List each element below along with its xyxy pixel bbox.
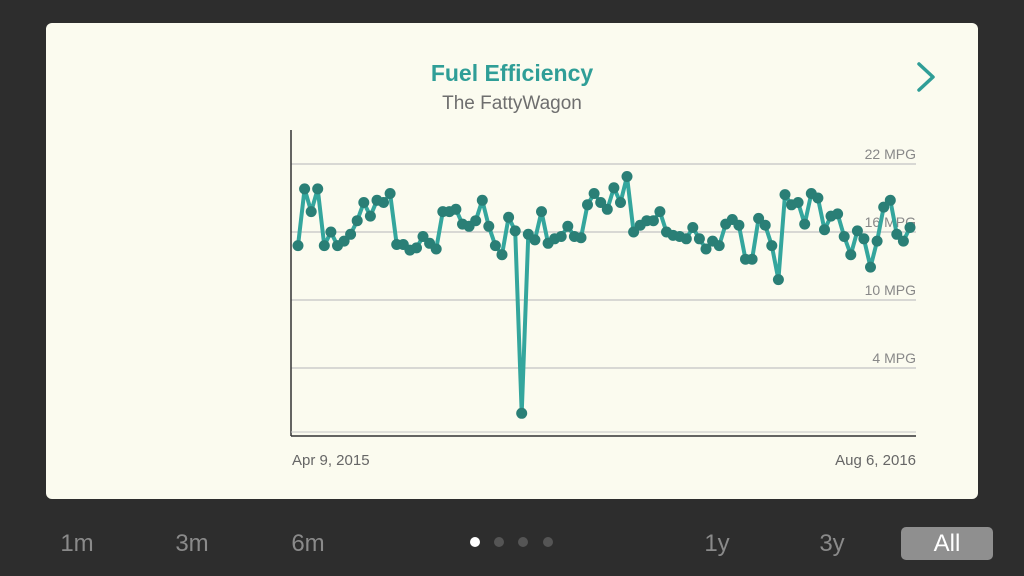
chart-points — [292, 171, 916, 419]
data-point[interactable] — [766, 240, 778, 252]
data-point[interactable] — [476, 194, 488, 206]
data-point[interactable] — [601, 203, 613, 215]
data-point[interactable] — [483, 220, 495, 232]
data-point[interactable] — [897, 235, 909, 247]
data-point[interactable] — [713, 240, 725, 252]
data-point[interactable] — [838, 231, 850, 242]
data-point[interactable] — [693, 233, 705, 245]
data-point[interactable] — [654, 206, 666, 218]
data-point[interactable] — [615, 197, 626, 208]
data-point[interactable] — [575, 232, 587, 244]
data-point[interactable] — [792, 197, 804, 208]
data-point[interactable] — [878, 201, 890, 213]
data-point[interactable] — [621, 171, 633, 182]
data-point[interactable] — [430, 243, 442, 255]
data-point[interactable] — [700, 243, 712, 255]
data-point[interactable] — [292, 240, 304, 252]
data-point[interactable] — [588, 188, 600, 199]
data-point[interactable] — [753, 212, 765, 224]
data-point[interactable] — [450, 203, 462, 215]
page-dot-4[interactable] — [543, 537, 553, 547]
time-range-bar: 1m 3m 6m 1y 3y All — [0, 520, 1024, 576]
data-point[interactable] — [318, 240, 330, 252]
data-point[interactable] — [884, 194, 896, 206]
data-point[interactable] — [516, 407, 528, 419]
data-point[interactable] — [351, 215, 363, 227]
data-point[interactable] — [759, 219, 771, 231]
data-point[interactable] — [312, 183, 324, 195]
data-point[interactable] — [384, 188, 396, 199]
range-button-all[interactable]: All — [901, 527, 993, 560]
page-dot-2[interactable] — [494, 537, 504, 547]
x-axis-end-label: Aug 6, 2016 — [835, 452, 916, 469]
data-point[interactable] — [536, 206, 547, 218]
data-point[interactable] — [687, 222, 699, 233]
page-dot-1[interactable] — [470, 537, 480, 547]
data-point[interactable] — [832, 208, 844, 220]
data-point[interactable] — [299, 183, 311, 195]
data-point[interactable] — [733, 219, 745, 231]
data-point[interactable] — [595, 197, 607, 208]
range-button-3y[interactable]: 3y — [819, 530, 845, 557]
data-point[interactable] — [871, 235, 883, 247]
data-point[interactable] — [489, 240, 501, 252]
data-point[interactable] — [746, 253, 758, 265]
vehicle-name: The FattyWagon — [442, 93, 582, 114]
data-point[interactable] — [470, 215, 482, 227]
data-point[interactable] — [647, 215, 659, 227]
data-point[interactable] — [772, 274, 784, 286]
data-point[interactable] — [819, 224, 830, 236]
data-point[interactable] — [496, 249, 508, 261]
data-point[interactable] — [555, 231, 567, 242]
data-point[interactable] — [858, 233, 870, 245]
card-title: Fuel Efficiency — [430, 60, 594, 86]
data-point[interactable] — [845, 249, 857, 261]
data-point[interactable] — [325, 226, 337, 238]
data-point[interactable] — [378, 197, 389, 208]
data-point[interactable] — [364, 210, 376, 222]
data-point[interactable] — [529, 234, 541, 246]
data-point[interactable] — [509, 225, 521, 237]
range-button-1m[interactable]: 1m — [60, 530, 94, 557]
data-point[interactable] — [358, 197, 370, 208]
data-point[interactable] — [680, 233, 692, 245]
data-point[interactable] — [305, 206, 317, 218]
range-button-1y[interactable]: 1y — [704, 530, 730, 557]
page-dot-3[interactable] — [518, 537, 528, 547]
data-point[interactable] — [411, 242, 422, 254]
data-point[interactable] — [891, 228, 903, 240]
data-point[interactable] — [503, 211, 515, 223]
data-point[interactable] — [562, 220, 574, 232]
data-point[interactable] — [799, 218, 811, 230]
data-point[interactable] — [608, 182, 620, 194]
data-point[interactable] — [865, 261, 876, 273]
data-point[interactable] — [417, 231, 429, 242]
data-point[interactable] — [345, 228, 357, 240]
range-button-6m[interactable]: 6m — [291, 530, 325, 557]
data-point[interactable] — [628, 226, 640, 238]
data-point[interactable] — [851, 225, 863, 237]
data-point[interactable] — [812, 192, 824, 204]
data-point[interactable] — [779, 189, 791, 201]
data-point[interactable] — [904, 222, 916, 233]
x-axis-start-label: Apr 9, 2015 — [292, 452, 370, 469]
range-button-3m[interactable]: 3m — [175, 530, 209, 557]
chevron-right-icon[interactable] — [905, 57, 945, 97]
data-point[interactable] — [582, 199, 593, 211]
fuel-efficiency-card: Fuel Efficiency The FattyWagon — [46, 23, 978, 499]
data-point[interactable] — [338, 235, 350, 247]
